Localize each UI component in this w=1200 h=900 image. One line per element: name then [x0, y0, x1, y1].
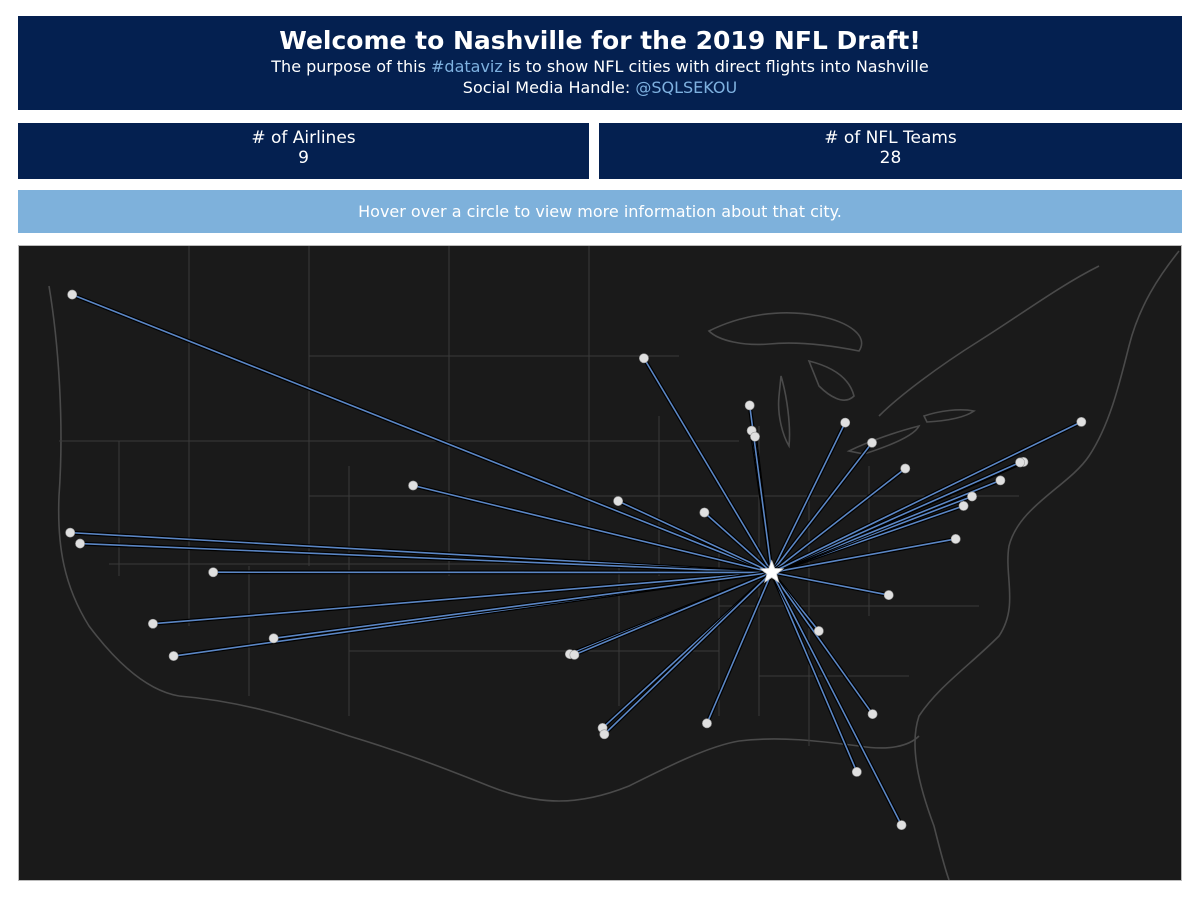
city-marker[interactable]: [148, 618, 158, 629]
flight-route-line: [771, 572, 858, 773]
city-marker[interactable]: [268, 633, 279, 644]
page-title: Welcome to Nashville for the 2019 NFL Dr…: [279, 26, 921, 55]
city-marker[interactable]: [613, 496, 624, 506]
flight-route-line: [273, 571, 772, 640]
city-markers[interactable]: [65, 289, 1087, 831]
lake-superior: [707, 312, 863, 352]
flight-route-line: [71, 293, 773, 574]
hover-hint-banner: Hover over a circle to view more informa…: [18, 190, 1182, 233]
flight-route-line: [771, 571, 889, 596]
city-marker[interactable]: [967, 491, 977, 502]
city-marker[interactable]: [995, 475, 1006, 486]
flight-route-line: [152, 571, 772, 625]
flight-route-line: [603, 571, 773, 735]
teams-kpi-value: 28: [879, 148, 902, 168]
flight-route-line: [80, 542, 772, 574]
social-handle-line: Social Media Handle: @SQLSEKOU: [18, 77, 1182, 98]
social-handle-link[interactable]: @SQLSEKOU: [635, 78, 738, 97]
city-marker[interactable]: [67, 289, 78, 300]
city-marker[interactable]: [569, 649, 580, 660]
city-marker[interactable]: [744, 400, 755, 411]
flight-route-line: [771, 572, 903, 826]
city-marker[interactable]: [599, 729, 610, 740]
city-marker[interactable]: [1076, 416, 1087, 427]
city-marker[interactable]: [867, 437, 877, 448]
flight-route-line: [703, 511, 773, 574]
flight-route-line: [771, 442, 873, 573]
city-marker[interactable]: [168, 651, 179, 661]
gulf-coast: [178, 695, 920, 802]
city-marker[interactable]: [900, 463, 911, 474]
airlines-kpi-value: 9: [298, 148, 309, 168]
lake-michigan: [777, 375, 791, 449]
hub-marker: [759, 559, 785, 584]
flight-route-line: [706, 572, 773, 724]
teams-kpi-label: # of NFL Teams: [824, 128, 957, 148]
subtitle-pre: The purpose of this: [271, 57, 431, 76]
airlines-kpi-card: # of Airlines 9: [18, 123, 589, 179]
flight-route-line: [771, 538, 956, 574]
flight-route-line: [771, 572, 874, 715]
city-marker[interactable]: [75, 538, 85, 549]
city-marker[interactable]: [408, 480, 418, 491]
flight-map-canvas[interactable]: [19, 246, 1181, 880]
city-marker[interactable]: [1015, 457, 1025, 468]
city-marker[interactable]: [639, 353, 649, 364]
city-marker[interactable]: [958, 501, 969, 511]
dataviz-hashtag-link[interactable]: #dataviz: [431, 57, 503, 76]
map-basemap: [48, 246, 1180, 880]
flight-map[interactable]: [18, 245, 1182, 881]
st-lawrence-river: [878, 265, 1100, 417]
atlantic-coast: [914, 250, 1180, 880]
city-marker[interactable]: [896, 820, 907, 831]
city-marker[interactable]: [813, 626, 824, 636]
teams-kpi-card: # of NFL Teams 28: [599, 123, 1182, 179]
city-marker[interactable]: [883, 590, 894, 600]
star-icon: [759, 559, 785, 584]
flight-route-line: [412, 484, 772, 574]
flight-route-line: [574, 571, 773, 656]
flight-route-line: [771, 467, 906, 574]
flight-route-line: [643, 357, 773, 573]
flight-route-line: [771, 421, 1082, 574]
subtitle: The purpose of this #dataviz is to show …: [18, 56, 1182, 77]
city-marker[interactable]: [750, 431, 760, 442]
dashboard-header: Welcome to Nashville for the 2019 NFL Dr…: [18, 16, 1182, 110]
airlines-kpi-label: # of Airlines: [251, 128, 356, 148]
city-marker[interactable]: [851, 767, 862, 777]
city-marker[interactable]: [208, 567, 219, 578]
subtitle-post: is to show NFL cities with direct flight…: [502, 57, 929, 76]
lake-ontario: [922, 409, 976, 423]
city-marker[interactable]: [702, 718, 712, 729]
city-marker[interactable]: [840, 417, 851, 428]
pacific-coast: [48, 285, 180, 697]
city-marker[interactable]: [65, 527, 76, 538]
lake-erie: [846, 424, 921, 455]
flight-route-line: [617, 500, 773, 574]
city-marker[interactable]: [699, 507, 710, 518]
handle-label: Social Media Handle:: [462, 78, 636, 97]
lake-huron: [807, 359, 855, 401]
flight-route-line: [771, 422, 846, 573]
city-marker[interactable]: [950, 534, 961, 544]
city-marker[interactable]: [867, 709, 878, 719]
